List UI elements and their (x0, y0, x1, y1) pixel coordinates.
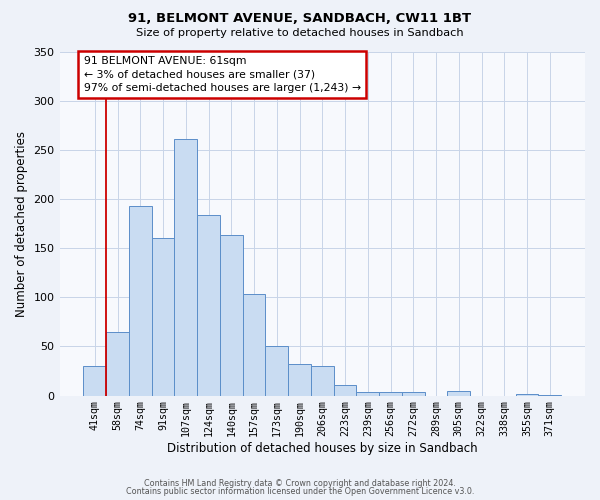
Text: Contains public sector information licensed under the Open Government Licence v3: Contains public sector information licen… (126, 487, 474, 496)
X-axis label: Distribution of detached houses by size in Sandbach: Distribution of detached houses by size … (167, 442, 478, 455)
Bar (538, 394, 561, 396)
Y-axis label: Number of detached properties: Number of detached properties (15, 130, 28, 316)
Bar (334, 385, 356, 396)
Bar (129, 206, 152, 396)
Bar (356, 392, 379, 396)
Bar (197, 214, 220, 396)
Bar (515, 394, 538, 396)
Bar (106, 332, 129, 396)
Bar (379, 392, 402, 396)
Bar (265, 346, 288, 396)
Bar (83, 366, 106, 396)
Bar (288, 364, 311, 396)
Bar (242, 294, 265, 396)
Text: Size of property relative to detached houses in Sandbach: Size of property relative to detached ho… (136, 28, 464, 38)
Text: Contains HM Land Registry data © Crown copyright and database right 2024.: Contains HM Land Registry data © Crown c… (144, 478, 456, 488)
Bar (152, 238, 175, 396)
Bar (220, 236, 242, 396)
Bar (402, 392, 425, 396)
Text: 91, BELMONT AVENUE, SANDBACH, CW11 1BT: 91, BELMONT AVENUE, SANDBACH, CW11 1BT (128, 12, 472, 26)
Bar (175, 139, 197, 396)
Text: 91 BELMONT AVENUE: 61sqm
← 3% of detached houses are smaller (37)
97% of semi-de: 91 BELMONT AVENUE: 61sqm ← 3% of detache… (84, 56, 361, 93)
Bar (311, 366, 334, 396)
Bar (448, 390, 470, 396)
